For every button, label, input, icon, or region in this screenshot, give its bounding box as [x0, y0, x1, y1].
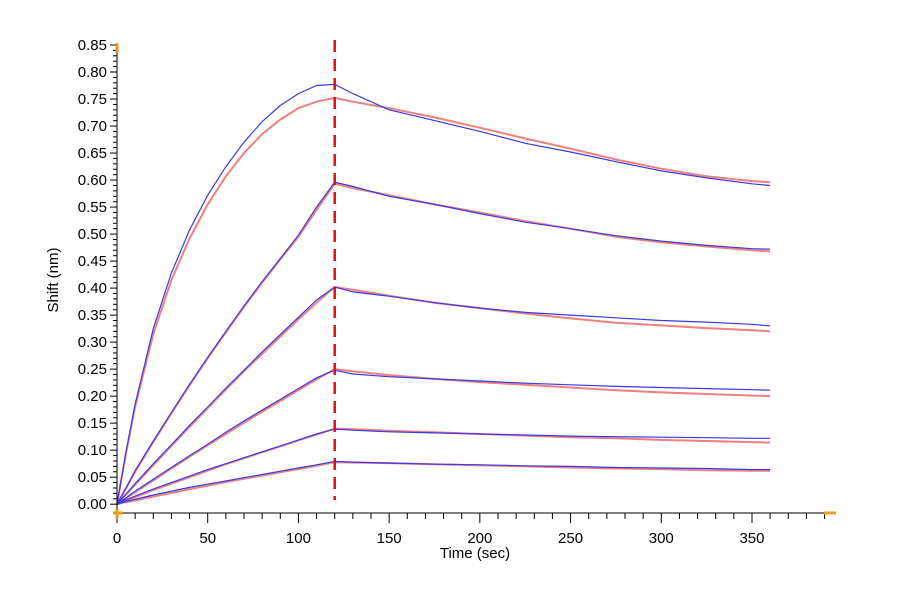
measured-curve-5 [116, 428, 771, 505]
fit-curve-4 [116, 368, 771, 506]
x-tick-label: 250 [558, 530, 583, 547]
y-tick-label: 0.20 [78, 388, 107, 405]
y-tick-label: 0.75 [78, 91, 107, 108]
measured-curve-4 [116, 369, 771, 505]
y-axis-title: Shift (nm) [45, 247, 62, 312]
y-tick-label: 0.40 [78, 280, 107, 297]
y-tick-label: 0.25 [78, 361, 107, 378]
y-tick-label: 0.60 [78, 172, 107, 189]
y-tick-label: 0.80 [78, 64, 107, 81]
y-tick-label: 0.50 [78, 226, 107, 243]
y-tick-label: 0.05 [78, 469, 107, 486]
x-tick-label: 200 [467, 530, 492, 547]
y-tick-label: 0.30 [78, 334, 107, 351]
fit-curve-3 [116, 285, 771, 505]
fit-curve-1 [116, 96, 771, 505]
x-tick-label: 300 [649, 530, 674, 547]
fit-curve-2 [116, 182, 771, 505]
x-tick-label: 100 [286, 530, 311, 547]
x-axis-title: Time (sec) [440, 545, 510, 562]
axes: 0 50 100 150 200 250 300 350 0.000.050.100.150.… [78, 37, 836, 547]
y-tick-label: 0.65 [78, 145, 107, 162]
y-tick-label: 0.55 [78, 199, 107, 216]
y-tick-label: 0.35 [78, 307, 107, 324]
y-tick-label: 0.85 [78, 37, 107, 54]
x-axis-ticks: 0 50 100 150 200 250 300 350 [113, 513, 826, 547]
y-tick-label: 0.10 [78, 442, 107, 459]
measured-curve-2 [116, 181, 771, 505]
measured-curve-3 [116, 286, 771, 505]
y-tick-label: 0.45 [78, 253, 107, 270]
measured-curve-6 [116, 460, 771, 505]
fit-curve-6 [116, 461, 771, 506]
x-tick-label: 150 [377, 530, 402, 547]
y-tick-label: 0.00 [78, 496, 107, 513]
y-tick-label: 0.70 [78, 118, 107, 135]
y-axis-ticks: 0.00 0.05 0.10 0.15 0.20 0.25 0.30 0.35 0.40 0.45… [78, 37, 117, 513]
y-tick-label: 0.15 [78, 415, 107, 432]
x-tick-label: 50 [199, 530, 216, 547]
measured-curve-1 [116, 83, 771, 505]
x-tick-label: 0 [113, 530, 121, 547]
x-tick-label: 350 [739, 530, 764, 547]
plot-area [116, 40, 771, 506]
axis-end-marks [113, 43, 836, 519]
